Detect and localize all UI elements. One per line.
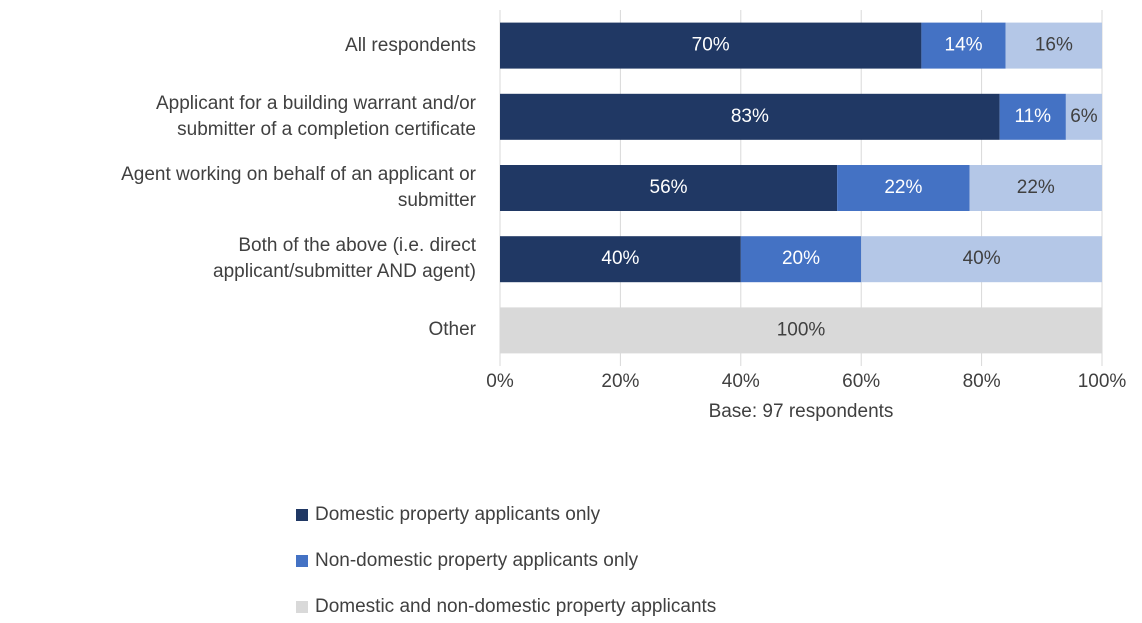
- bar-segment: [740, 236, 862, 283]
- bar-segment: [1065, 93, 1102, 140]
- data-label: 20%: [782, 248, 820, 269]
- data-label: 40%: [963, 248, 1001, 269]
- bar-segment: [1005, 22, 1102, 69]
- bar-segment: [500, 236, 741, 283]
- data-label: 16%: [1035, 35, 1073, 56]
- x-tick-label: 80%: [963, 371, 1001, 392]
- category-label: Both of the above (i.e. direct applicant…: [213, 235, 476, 283]
- legend-label: Non-domestic property applicants only: [315, 550, 639, 571]
- category-label: All respondents: [345, 34, 476, 56]
- bar-segment: [861, 236, 1102, 283]
- x-tick-label: 100%: [1078, 371, 1127, 392]
- data-label: 22%: [884, 177, 922, 198]
- legend-swatch: [296, 601, 308, 613]
- category-label: Other: [428, 319, 476, 341]
- bar-segment: [500, 165, 838, 211]
- data-label: 11%: [1014, 106, 1051, 127]
- legend-swatch: [296, 509, 308, 521]
- category-label: Agent working on behalf of an applicant …: [121, 164, 476, 211]
- data-label: 14%: [945, 35, 983, 56]
- data-label: 40%: [601, 248, 639, 269]
- data-label: 56%: [650, 177, 688, 198]
- bar-segment: [999, 93, 1066, 140]
- x-axis-label: Base: 97 respondents: [709, 401, 894, 422]
- data-label: 83%: [731, 106, 769, 127]
- legend-label: Domestic and non-domestic property appli…: [315, 596, 716, 617]
- x-tick-label: 0%: [486, 371, 514, 392]
- data-label: 22%: [1017, 177, 1055, 198]
- bar-segment: [500, 93, 1000, 140]
- category-label: Applicant for a building warrant and/or …: [155, 92, 476, 140]
- legend-swatch: [296, 555, 308, 567]
- x-tick-label: 40%: [722, 371, 760, 392]
- x-tick-label: 20%: [601, 371, 639, 392]
- legend-label: Domestic property applicants only: [315, 504, 601, 525]
- x-tick-label: 60%: [842, 371, 880, 392]
- bar-segment: [969, 165, 1102, 211]
- data-label: 6%: [1070, 106, 1098, 127]
- data-label: 100%: [777, 319, 826, 340]
- bar-segment: [837, 165, 970, 211]
- bar-segment: [500, 22, 922, 69]
- bar-segment: [921, 22, 1006, 69]
- bar-segment: [500, 307, 1102, 354]
- data-label: 70%: [692, 35, 730, 56]
